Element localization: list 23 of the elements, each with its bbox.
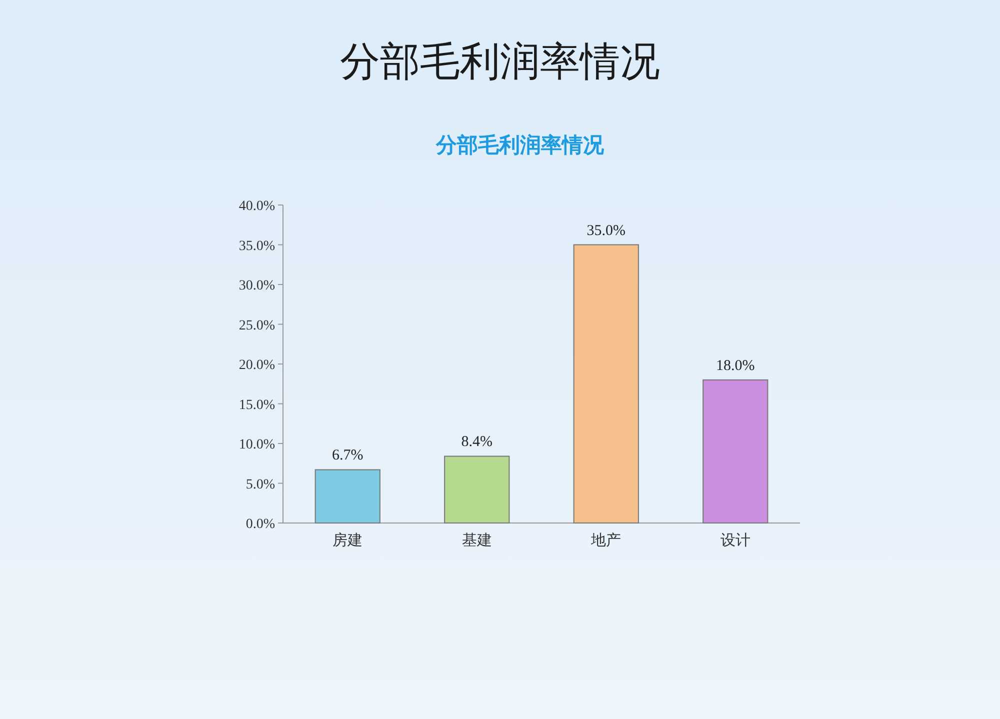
y-tick-label: 5.0% — [246, 477, 276, 492]
y-tick-label: 25.0% — [238, 318, 276, 334]
bar — [444, 456, 510, 524]
data-label: 35.0% — [586, 222, 626, 239]
chart-subtitle: 分部毛利润率情况 — [435, 133, 605, 157]
y-tick-label: 10.0% — [238, 438, 276, 452]
bar — [702, 379, 768, 524]
x-tick-label: 房建 — [332, 531, 363, 549]
y-tick-label: 20.0% — [238, 358, 276, 373]
y-tick-label: 35.0% — [238, 238, 276, 254]
y-tick-label: 40.0% — [238, 199, 276, 214]
bar — [314, 469, 380, 524]
chart-title: 分部毛利润率情况 — [340, 39, 660, 85]
x-tick-label: 基建 — [462, 531, 492, 549]
x-tick-label: 设计 — [720, 531, 750, 549]
data-label: 8.4% — [461, 434, 492, 450]
x-tick-label: 地产 — [590, 531, 622, 549]
y-tick-label: 0.0% — [246, 517, 276, 532]
y-tick-label: 30.0% — [238, 278, 276, 294]
bar — [573, 244, 639, 524]
data-label: 18.0% — [716, 358, 755, 374]
data-label: 6.7% — [332, 448, 364, 464]
y-tick-label: 15.0% — [238, 398, 276, 413]
